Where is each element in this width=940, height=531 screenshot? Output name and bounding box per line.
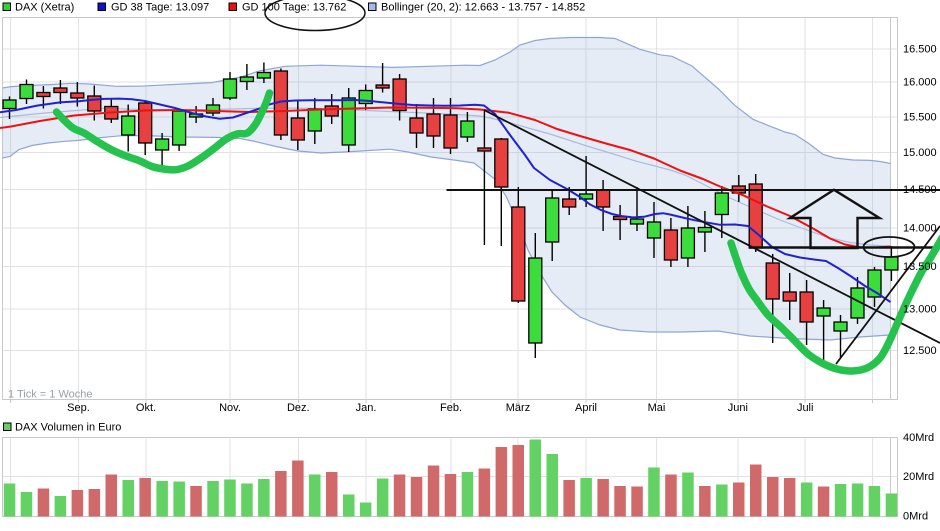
svg-text:15.500: 15.500 [903, 112, 937, 124]
svg-text:1 Tick = 1 Woche: 1 Tick = 1 Woche [8, 389, 92, 401]
svg-text:Okt.: Okt. [136, 402, 156, 414]
svg-text:Bollinger (20, 2): 12.663 - 13: Bollinger (20, 2): 12.663 - 13.757 - 14.… [381, 2, 585, 14]
svg-text:April: April [575, 402, 597, 414]
svg-text:Juli: Juli [797, 402, 814, 414]
svg-text:14.500: 14.500 [903, 184, 937, 196]
svg-text:Juni: Juni [728, 402, 748, 414]
svg-text:GD 100 Tage: 13.762: GD 100 Tage: 13.762 [242, 2, 346, 14]
svg-text:40Mrd: 40Mrd [903, 432, 934, 444]
svg-text:Mai: Mai [648, 402, 666, 414]
svg-text:DAX Volumen in Euro: DAX Volumen in Euro [15, 422, 121, 434]
svg-text:14.000: 14.000 [903, 223, 937, 235]
svg-text:16.000: 16.000 [903, 77, 937, 89]
svg-text:DAX (Xetra): DAX (Xetra) [15, 2, 74, 14]
svg-text:März: März [506, 402, 530, 414]
svg-text:15.000: 15.000 [903, 147, 937, 159]
svg-text:Sep.: Sep. [67, 402, 90, 414]
svg-text:Jan.: Jan. [356, 402, 377, 414]
svg-text:GD 38 Tage: 13.097: GD 38 Tage: 13.097 [111, 2, 209, 14]
svg-text:Dez.: Dez. [287, 402, 310, 414]
svg-text:12.500: 12.500 [903, 345, 937, 357]
svg-text:13.500: 13.500 [903, 261, 937, 273]
svg-text:13.000: 13.000 [903, 304, 937, 316]
svg-text:Nov.: Nov. [219, 402, 241, 414]
svg-text:16.500: 16.500 [903, 44, 937, 56]
svg-text:20Mrd: 20Mrd [903, 471, 934, 483]
svg-text:0Mrd: 0Mrd [903, 511, 928, 523]
svg-text:Feb.: Feb. [440, 402, 462, 414]
